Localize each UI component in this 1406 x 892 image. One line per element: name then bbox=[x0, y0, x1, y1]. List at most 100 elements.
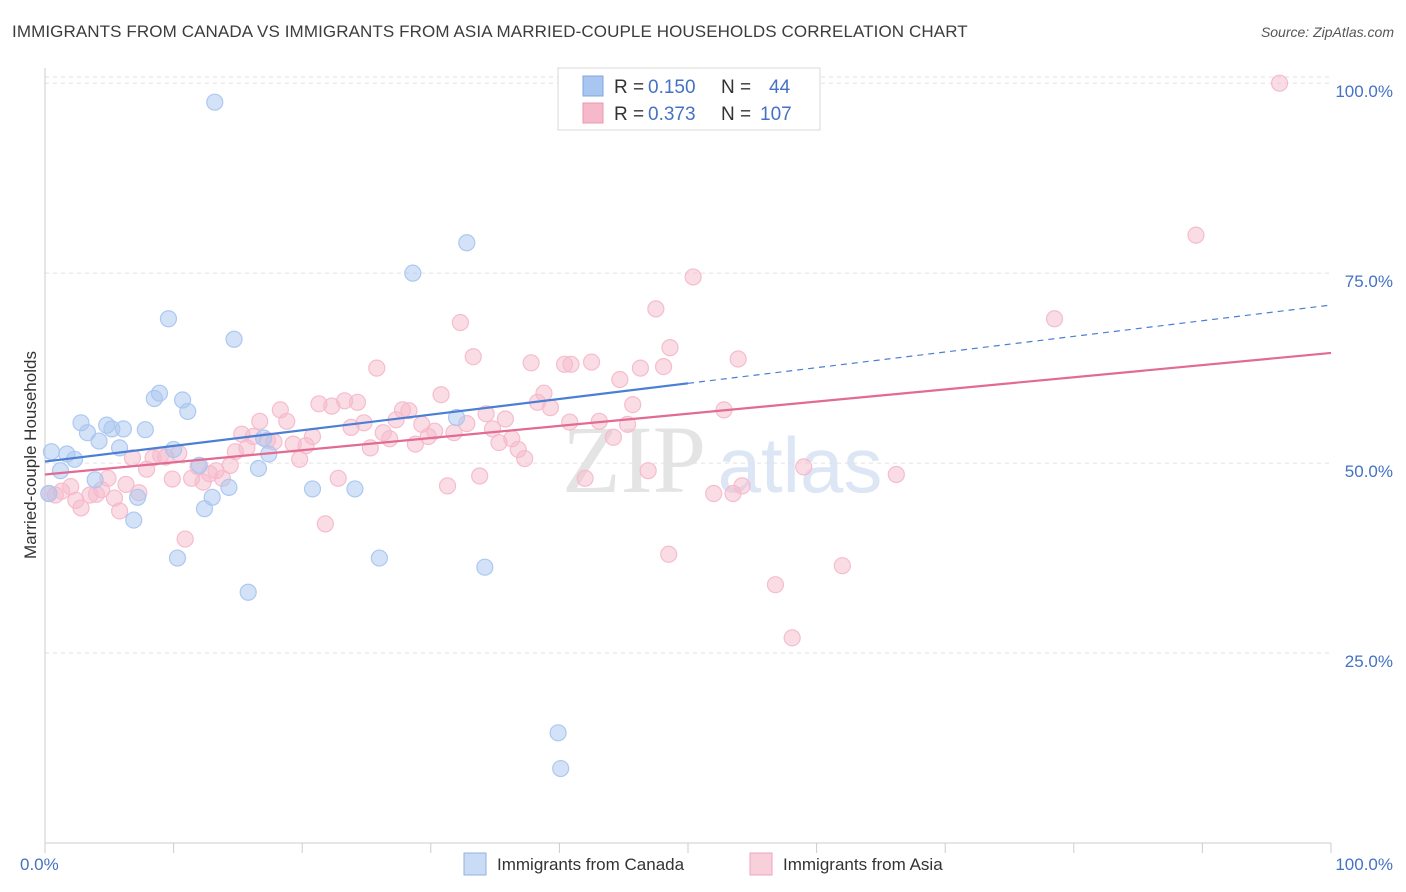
point-canada-25 bbox=[203, 488, 221, 506]
stats-n-value-canada: 44 bbox=[769, 77, 791, 98]
point-asia-106 bbox=[1045, 310, 1064, 328]
stats-r-label-canada: R = bbox=[614, 77, 644, 98]
point-asia-74 bbox=[516, 449, 534, 468]
point-asia-45 bbox=[329, 469, 347, 487]
stats-n-label-asia: N = bbox=[721, 104, 751, 125]
trend-lines bbox=[44, 304, 1332, 476]
point-asia-48 bbox=[348, 393, 367, 411]
point-asia-60 bbox=[426, 422, 444, 440]
legend-label-canada: Immigrants from Canada bbox=[497, 855, 685, 874]
point-asia-77 bbox=[535, 384, 553, 402]
point-canada-35 bbox=[370, 549, 388, 567]
point-canada-39 bbox=[476, 558, 494, 576]
point-canada-38 bbox=[458, 234, 476, 252]
point-asia-89 bbox=[631, 359, 650, 377]
legend-swatch-canada bbox=[463, 852, 487, 876]
point-asia-5 bbox=[72, 499, 90, 517]
stats-r-label-asia: R = bbox=[614, 104, 644, 125]
point-asia-66 bbox=[464, 348, 482, 366]
x-tick-label-min: 0.0% bbox=[20, 855, 59, 874]
point-canada-0 bbox=[40, 484, 58, 503]
y-tick-label-50: 50.0% bbox=[1345, 462, 1393, 481]
stats-swatch-canada bbox=[582, 75, 604, 97]
point-asia-61 bbox=[432, 386, 450, 404]
point-asia-108 bbox=[1270, 74, 1289, 92]
point-asia-85 bbox=[604, 428, 623, 446]
stats-swatch-asia bbox=[582, 102, 604, 124]
point-canada-36 bbox=[404, 264, 422, 282]
point-asia-43 bbox=[316, 515, 334, 533]
y-tick-label-100: 100.0% bbox=[1335, 82, 1393, 101]
point-canada-12 bbox=[114, 420, 133, 438]
point-asia-102 bbox=[783, 629, 801, 647]
point-asia-100 bbox=[733, 477, 751, 495]
point-canada-26 bbox=[206, 93, 224, 111]
point-canada-19 bbox=[165, 440, 183, 459]
point-canada-22 bbox=[179, 402, 197, 421]
points-asia bbox=[40, 74, 1289, 647]
point-asia-92 bbox=[654, 358, 673, 376]
point-asia-95 bbox=[684, 268, 702, 286]
point-canada-1 bbox=[42, 443, 61, 461]
point-asia-94 bbox=[660, 545, 678, 563]
trend-line-asia bbox=[44, 351, 1332, 476]
bottom-legend: Immigrants from Canada Immigrants from A… bbox=[463, 852, 943, 876]
point-asia-104 bbox=[833, 557, 851, 575]
point-canada-15 bbox=[136, 421, 154, 439]
chart-title: IMMIGRANTS FROM CANADA VS IMMIGRANTS FRO… bbox=[12, 22, 968, 41]
point-canada-13 bbox=[125, 511, 143, 529]
point-canada-28 bbox=[225, 330, 243, 348]
point-asia-105 bbox=[887, 465, 905, 484]
point-asia-93 bbox=[661, 339, 679, 357]
point-canada-14 bbox=[128, 488, 147, 506]
point-canada-2 bbox=[51, 462, 70, 480]
point-canada-33 bbox=[303, 480, 322, 498]
point-canada-41 bbox=[552, 759, 570, 778]
point-asia-96 bbox=[705, 484, 723, 503]
point-asia-56 bbox=[400, 402, 418, 420]
point-canada-29 bbox=[239, 583, 257, 601]
point-asia-79 bbox=[561, 413, 579, 431]
point-asia-67 bbox=[471, 467, 489, 485]
point-asia-21 bbox=[176, 530, 194, 548]
gridlines bbox=[45, 76, 1331, 654]
point-canada-7 bbox=[86, 471, 104, 489]
stats-n-value-asia: 107 bbox=[760, 104, 792, 125]
point-asia-83 bbox=[582, 353, 601, 371]
point-canada-27 bbox=[220, 478, 238, 497]
legend-label-asia: Immigrants from Asia bbox=[783, 855, 943, 874]
point-asia-103 bbox=[795, 458, 813, 476]
point-asia-51 bbox=[368, 359, 386, 377]
point-canada-30 bbox=[249, 459, 268, 478]
points-canada bbox=[40, 76, 678, 778]
point-asia-71 bbox=[496, 410, 514, 428]
point-canada-40 bbox=[549, 724, 567, 742]
point-canada-37 bbox=[447, 408, 466, 427]
point-asia-90 bbox=[639, 462, 657, 480]
point-asia-62 bbox=[438, 477, 457, 495]
point-asia-11 bbox=[110, 502, 129, 520]
point-asia-88 bbox=[624, 395, 642, 414]
y-tick-labels: 25.0% 50.0% 75.0% 100.0% bbox=[1335, 82, 1393, 671]
legend-swatch-asia bbox=[749, 852, 773, 876]
point-asia-12 bbox=[117, 475, 135, 493]
y-tick-label-25: 25.0% bbox=[1345, 652, 1393, 671]
y-tick-label-75: 75.0% bbox=[1345, 272, 1393, 291]
point-asia-64 bbox=[451, 313, 469, 332]
point-asia-99 bbox=[729, 350, 747, 368]
point-asia-53 bbox=[381, 430, 399, 448]
point-asia-33 bbox=[251, 412, 269, 430]
point-asia-107 bbox=[1187, 226, 1205, 244]
point-asia-75 bbox=[522, 354, 540, 372]
chart-source: Source: ZipAtlas.com bbox=[1260, 24, 1394, 40]
point-canada-18 bbox=[159, 310, 178, 328]
point-canada-8 bbox=[90, 432, 108, 450]
point-asia-19 bbox=[163, 470, 181, 488]
point-asia-37 bbox=[278, 412, 296, 430]
point-asia-101 bbox=[766, 576, 785, 594]
point-asia-78 bbox=[541, 399, 559, 417]
point-canada-31 bbox=[255, 429, 273, 447]
point-asia-82 bbox=[576, 469, 594, 487]
stats-legend: R = 0.150 N = 44 R = 0.373 N = 107 bbox=[557, 67, 821, 131]
